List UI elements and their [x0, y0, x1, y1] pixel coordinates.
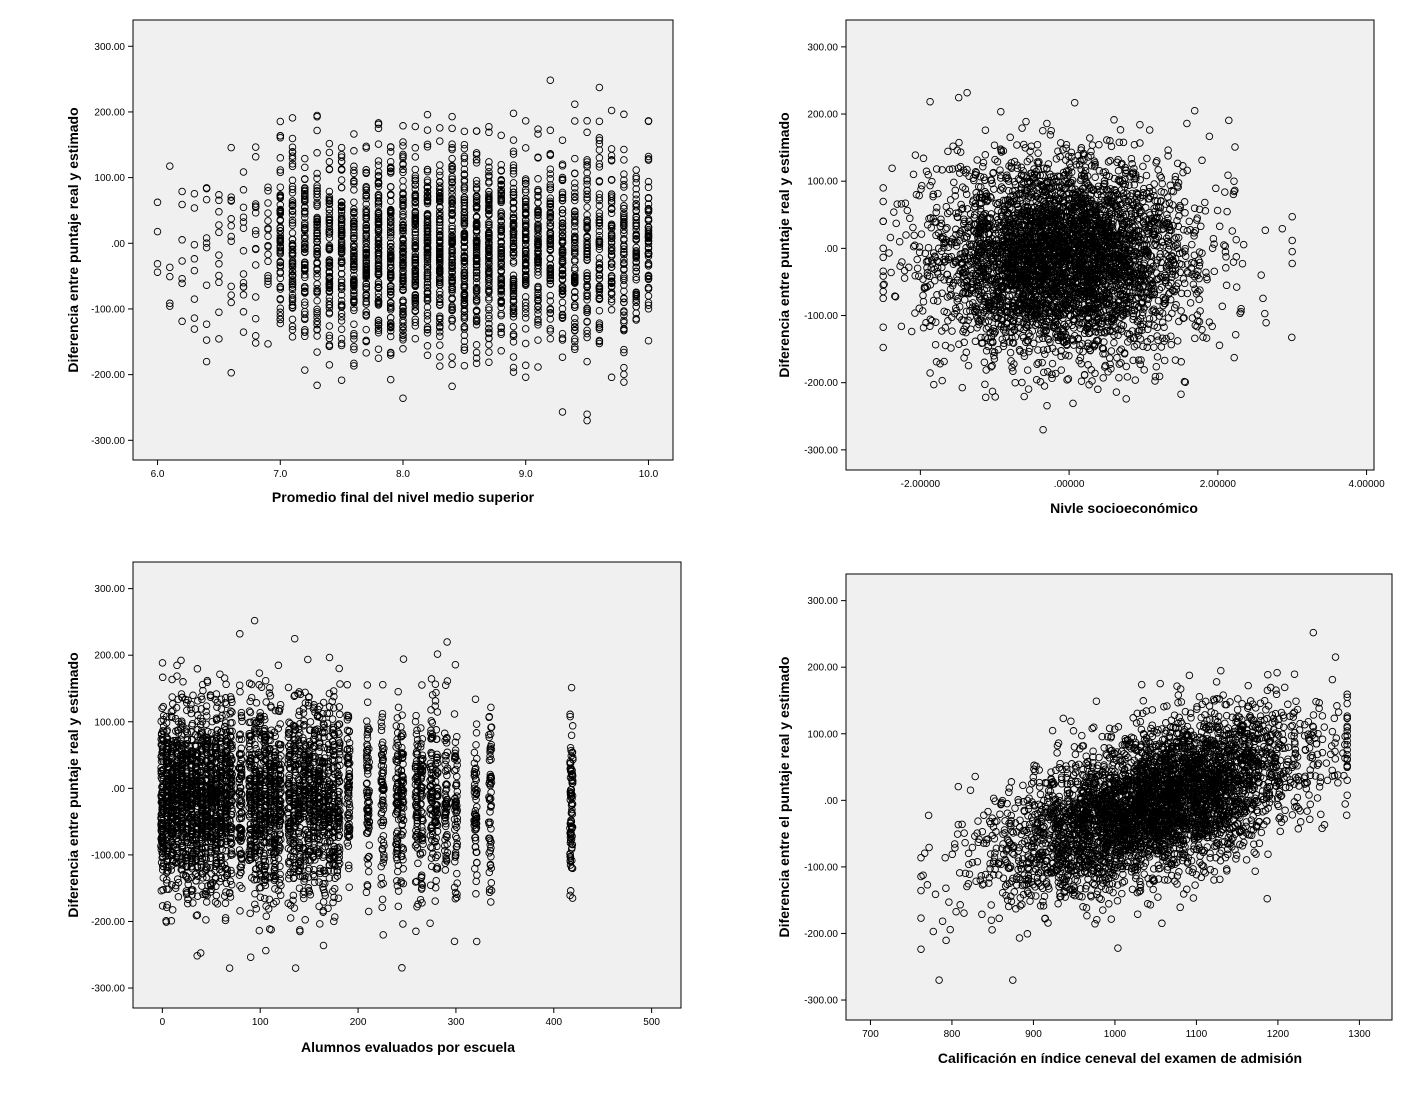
y-tick-label: .00 [111, 239, 125, 250]
x-axis-label: Nivle socioeconómico [1050, 500, 1198, 516]
x-tick-label: 4.00000 [1348, 479, 1385, 490]
x-tick-label: 2.00000 [1200, 479, 1237, 490]
x-axis-label: Promedio final del nivel medio superior [272, 489, 535, 505]
x-tick-label: 10.0 [639, 469, 659, 480]
x-tick-label: 9.0 [519, 469, 533, 480]
y-tick-label: 300.00 [807, 42, 838, 53]
y-tick-label: -200.00 [91, 370, 125, 381]
scatter-panel-nse: 300.00 200.00 100.00 .00 -100.00 -200.00 -300.… [700, 0, 1415, 530]
scatter-chart-promedio: 300.00 200.00 100.00 .00 -100.00 -200.00 -300.… [0, 0, 700, 530]
y-tick-label: 200.00 [807, 110, 838, 121]
x-tick-label: 8.0 [396, 469, 410, 480]
y-axis-label: Diferencia entre puntaje real y estimado [776, 112, 792, 377]
scatter-panel-promedio: 300.00 200.00 100.00 .00 -100.00 -200.00 -300.… [0, 0, 700, 530]
y-tick-label: 100.00 [807, 177, 838, 188]
y-tick-label: -300.00 [91, 436, 125, 447]
y-tick-label: -100.00 [804, 311, 838, 322]
y-tick-label: -100.00 [91, 304, 125, 315]
y-axis-label: Diferencia entre puntaje real y estimado [65, 107, 81, 372]
y-tick-label: -200.00 [804, 378, 838, 389]
x-tick-label: 7.0 [273, 469, 287, 480]
y-tick-label: 200.00 [94, 107, 125, 118]
x-tick-label: .00000 [1054, 479, 1085, 490]
x-tick-label: -2.00000 [901, 479, 941, 490]
scatter-chart-nse: 300.00 200.00 100.00 .00 -100.00 -200.00 -300.… [700, 0, 1415, 530]
y-tick-label: .00 [824, 244, 838, 255]
y-tick-label: 100.00 [94, 173, 125, 184]
x-tick-label: 6.0 [151, 469, 165, 480]
y-tick-label: -300.00 [804, 445, 838, 456]
y-tick-label: 300.00 [94, 42, 125, 53]
